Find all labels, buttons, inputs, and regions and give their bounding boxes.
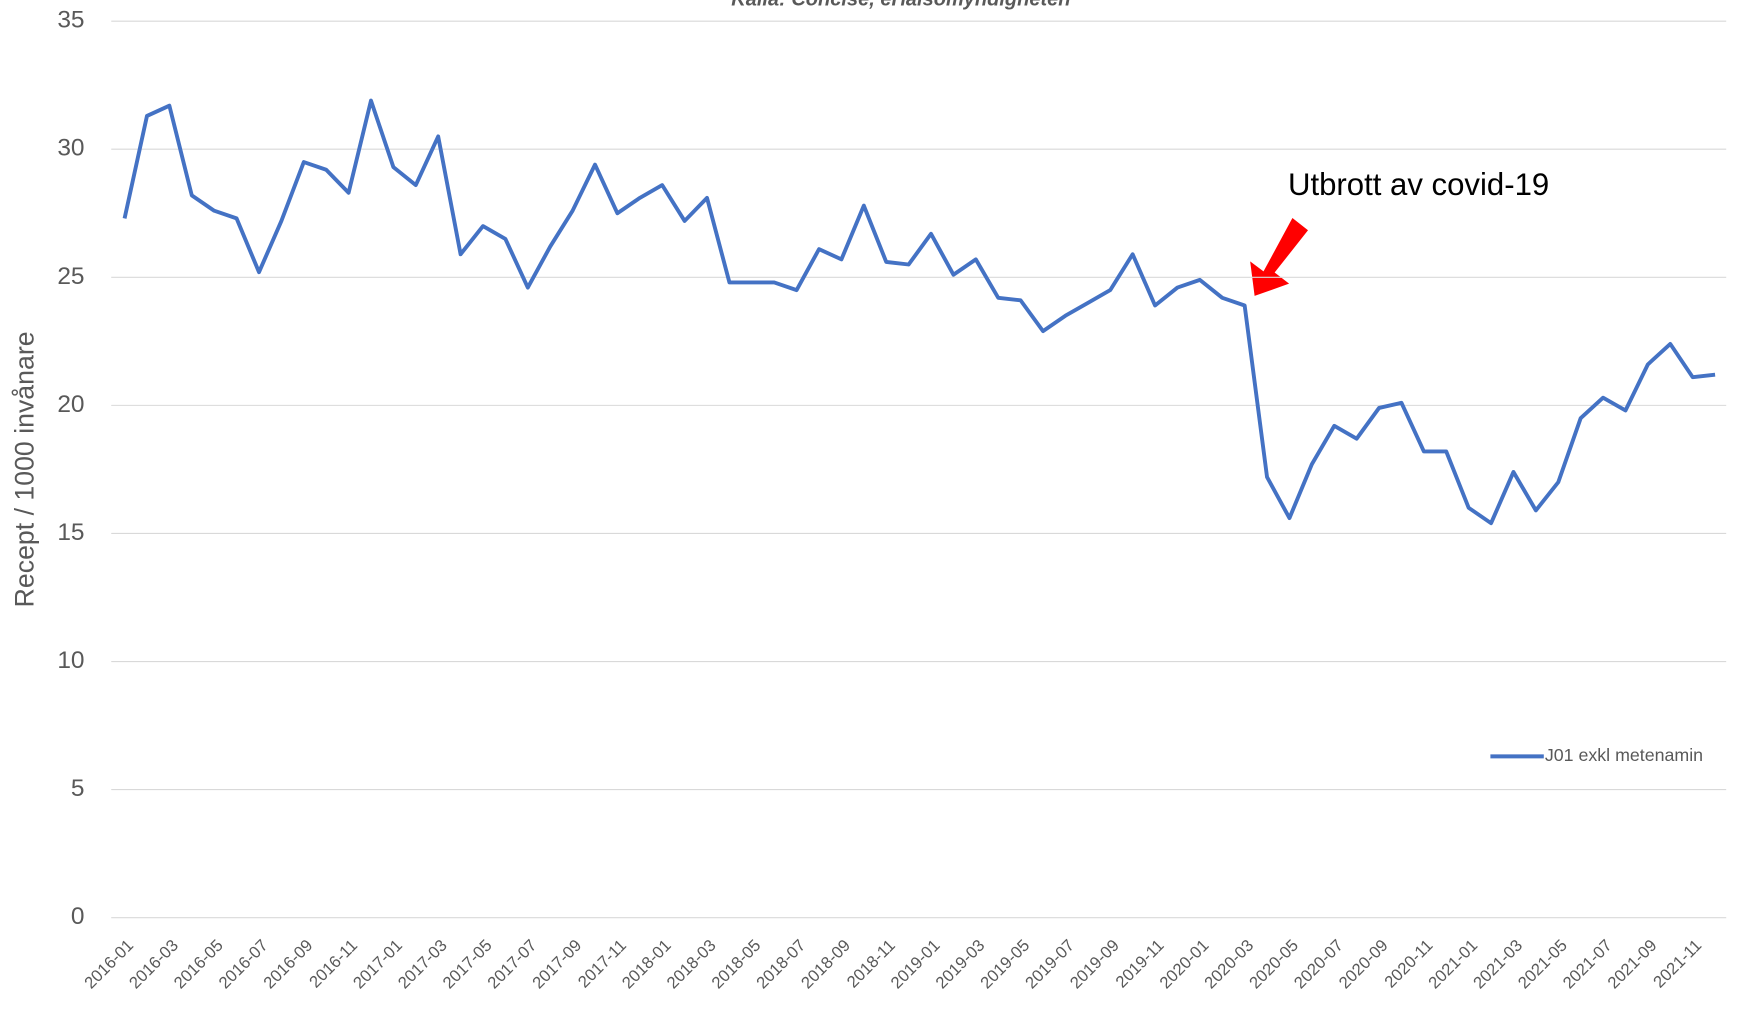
chart-subtitle: Källa: Concise, eHälsomyndigheten xyxy=(731,0,1070,10)
y-tick-label: 15 xyxy=(57,519,84,546)
y-tick-label: 30 xyxy=(57,135,84,162)
legend-label: J01 exkl metenamin xyxy=(1545,745,1703,765)
annotation-arrow xyxy=(1250,218,1308,296)
y-tick-label: 35 xyxy=(57,7,84,34)
x-tick-label: 2021-11 xyxy=(1649,936,1705,992)
data-line xyxy=(122,98,1716,526)
y-tick-label: 20 xyxy=(57,391,84,418)
x-tick-label: 2018-09 xyxy=(797,936,854,993)
x-tick-label: 2020-09 xyxy=(1335,936,1392,993)
y-axis-label: Recept / 1000 invånare xyxy=(10,331,40,607)
x-tick-label: 2016-09 xyxy=(260,936,317,993)
y-tick-label: 5 xyxy=(71,775,85,802)
annotation: Utbrott av covid-19 xyxy=(1288,167,1549,202)
x-tick-label: 2019-09 xyxy=(1066,936,1123,993)
x-tick-label: 2021-09 xyxy=(1604,936,1661,993)
x-tick-label: 2017-09 xyxy=(529,936,586,993)
y-tick-label: 10 xyxy=(57,647,84,674)
y-tick-label: 25 xyxy=(57,263,84,290)
y-tick-label: 0 xyxy=(71,903,85,930)
